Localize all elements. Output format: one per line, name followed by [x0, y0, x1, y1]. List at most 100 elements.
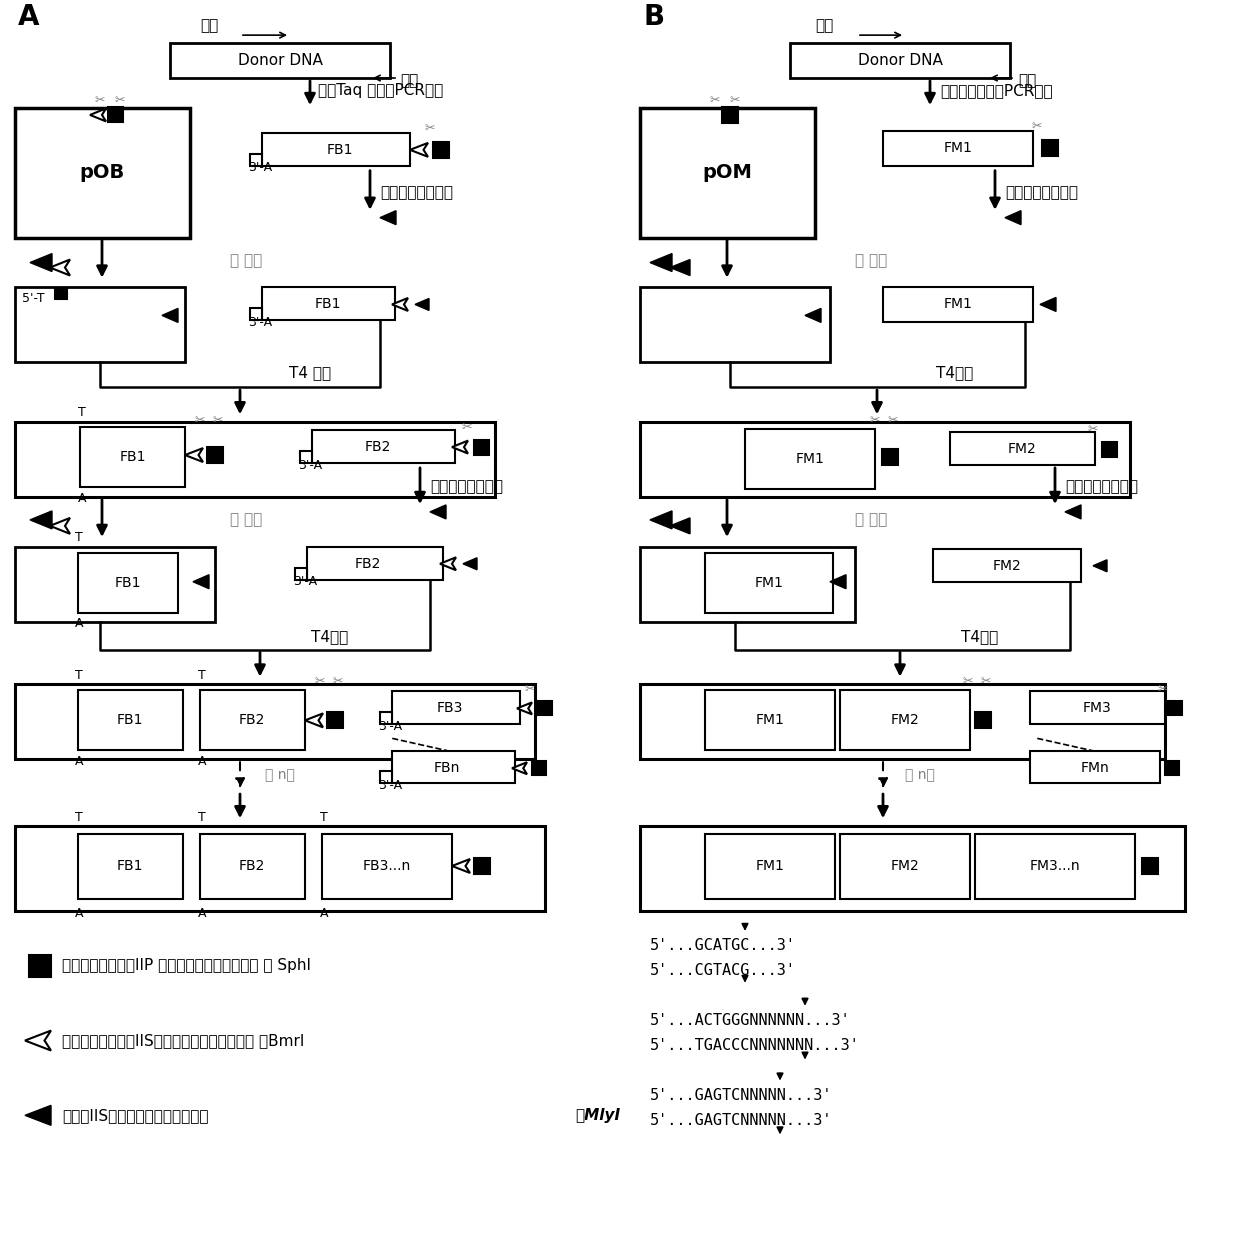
- Bar: [882, 449, 898, 465]
- Text: 如MlyI: 如MlyI: [575, 1108, 620, 1123]
- Text: Donor DNA: Donor DNA: [238, 52, 322, 67]
- Bar: [839, 690, 970, 750]
- Text: 3'-A: 3'-A: [293, 576, 317, 588]
- Text: ✂: ✂: [461, 421, 472, 434]
- Text: T: T: [74, 811, 83, 824]
- Text: 第 n轮: 第 n轮: [905, 769, 935, 782]
- Bar: [327, 713, 343, 729]
- Text: 限制性内切酶消化: 限制性内切酶消化: [1065, 480, 1138, 495]
- Polygon shape: [91, 108, 105, 121]
- Bar: [706, 553, 833, 613]
- Text: 3'-A: 3'-A: [248, 161, 272, 174]
- Text: FB2: FB2: [355, 557, 381, 571]
- Bar: [379, 713, 392, 724]
- Bar: [15, 422, 495, 497]
- Text: T: T: [74, 669, 83, 682]
- Text: FB1: FB1: [120, 450, 146, 464]
- Bar: [538, 701, 552, 715]
- Text: 5'-T: 5'-T: [22, 292, 45, 305]
- Text: Donor DNA: Donor DNA: [858, 52, 942, 67]
- Text: A: A: [74, 907, 83, 921]
- Text: A: A: [198, 755, 207, 768]
- Text: 平末端IIS型限制性内切酶识别位点: 平末端IIS型限制性内切酶识别位点: [62, 1108, 208, 1123]
- Bar: [745, 429, 875, 488]
- Polygon shape: [410, 143, 428, 157]
- Text: ✂: ✂: [425, 122, 435, 136]
- Text: 第 一轮: 第 一轮: [856, 253, 888, 268]
- Text: 引物: 引物: [200, 17, 218, 32]
- Polygon shape: [30, 511, 52, 528]
- Bar: [1101, 441, 1116, 456]
- Polygon shape: [430, 505, 446, 518]
- Text: 单碱基粘性末端的IIS型限制性内切酶识别位点 如BmrI: 单碱基粘性末端的IIS型限制性内切酶识别位点 如BmrI: [62, 1033, 304, 1048]
- Bar: [640, 684, 1166, 759]
- Text: 引物: 引物: [401, 74, 418, 88]
- Bar: [55, 289, 67, 299]
- Bar: [15, 288, 185, 363]
- Bar: [295, 568, 308, 579]
- Text: FB2: FB2: [239, 714, 265, 728]
- Text: 限制性内切酶消化: 限制性内切酶消化: [379, 186, 453, 201]
- Bar: [15, 547, 215, 622]
- Bar: [262, 133, 410, 166]
- Text: A: A: [74, 617, 83, 630]
- Polygon shape: [463, 558, 477, 569]
- Text: T: T: [78, 406, 86, 419]
- Polygon shape: [830, 574, 846, 588]
- Text: ✂: ✂: [115, 95, 125, 107]
- Text: A: A: [198, 907, 207, 921]
- Polygon shape: [415, 299, 429, 310]
- Bar: [640, 108, 815, 238]
- Bar: [322, 834, 453, 898]
- Bar: [706, 690, 835, 750]
- Polygon shape: [670, 259, 689, 275]
- Text: 第 二轮: 第 二轮: [856, 512, 888, 527]
- Text: FM1: FM1: [755, 858, 785, 873]
- Text: ✂: ✂: [730, 95, 740, 107]
- Text: ✂: ✂: [709, 95, 720, 107]
- Text: ✂: ✂: [962, 675, 973, 688]
- Bar: [200, 690, 305, 750]
- Text: ✂: ✂: [981, 675, 991, 688]
- Text: ✂: ✂: [315, 675, 325, 688]
- Polygon shape: [670, 518, 689, 533]
- Bar: [640, 547, 856, 622]
- Text: FMn: FMn: [1080, 761, 1110, 775]
- Text: ✂: ✂: [213, 414, 223, 426]
- Text: T: T: [198, 669, 206, 682]
- Bar: [78, 834, 184, 898]
- Text: T: T: [198, 811, 206, 824]
- Text: FB1: FB1: [115, 576, 141, 589]
- Bar: [975, 713, 991, 729]
- Polygon shape: [453, 858, 470, 873]
- Text: pOM: pOM: [702, 163, 751, 182]
- Polygon shape: [30, 254, 52, 272]
- Bar: [474, 440, 489, 455]
- Polygon shape: [25, 1105, 51, 1125]
- Text: FB1: FB1: [117, 858, 144, 873]
- Bar: [1142, 858, 1158, 873]
- Bar: [1168, 701, 1182, 715]
- Bar: [1030, 692, 1166, 724]
- Text: FM1: FM1: [755, 576, 784, 589]
- Text: T: T: [320, 811, 327, 824]
- Polygon shape: [1092, 559, 1107, 572]
- Polygon shape: [512, 763, 527, 774]
- Text: ✂: ✂: [1032, 121, 1043, 133]
- Bar: [262, 288, 396, 320]
- Text: 用高保真聚合酶PCR扩增: 用高保真聚合酶PCR扩增: [940, 83, 1053, 98]
- Bar: [78, 553, 179, 613]
- Polygon shape: [453, 441, 467, 454]
- Bar: [883, 288, 1033, 323]
- Bar: [1030, 751, 1159, 784]
- Text: FBn: FBn: [434, 761, 460, 775]
- Bar: [29, 954, 51, 977]
- Text: FB2: FB2: [239, 858, 265, 873]
- Text: 5'...ACTGGGNNNNNN...3': 5'...ACTGGGNNNNNN...3': [650, 1013, 851, 1028]
- Text: ✂: ✂: [869, 414, 880, 426]
- Text: FM1: FM1: [755, 714, 785, 728]
- Text: FB3: FB3: [436, 701, 464, 715]
- Text: T4 连接: T4 连接: [289, 365, 331, 380]
- Text: FM1: FM1: [944, 141, 972, 155]
- Bar: [207, 447, 223, 464]
